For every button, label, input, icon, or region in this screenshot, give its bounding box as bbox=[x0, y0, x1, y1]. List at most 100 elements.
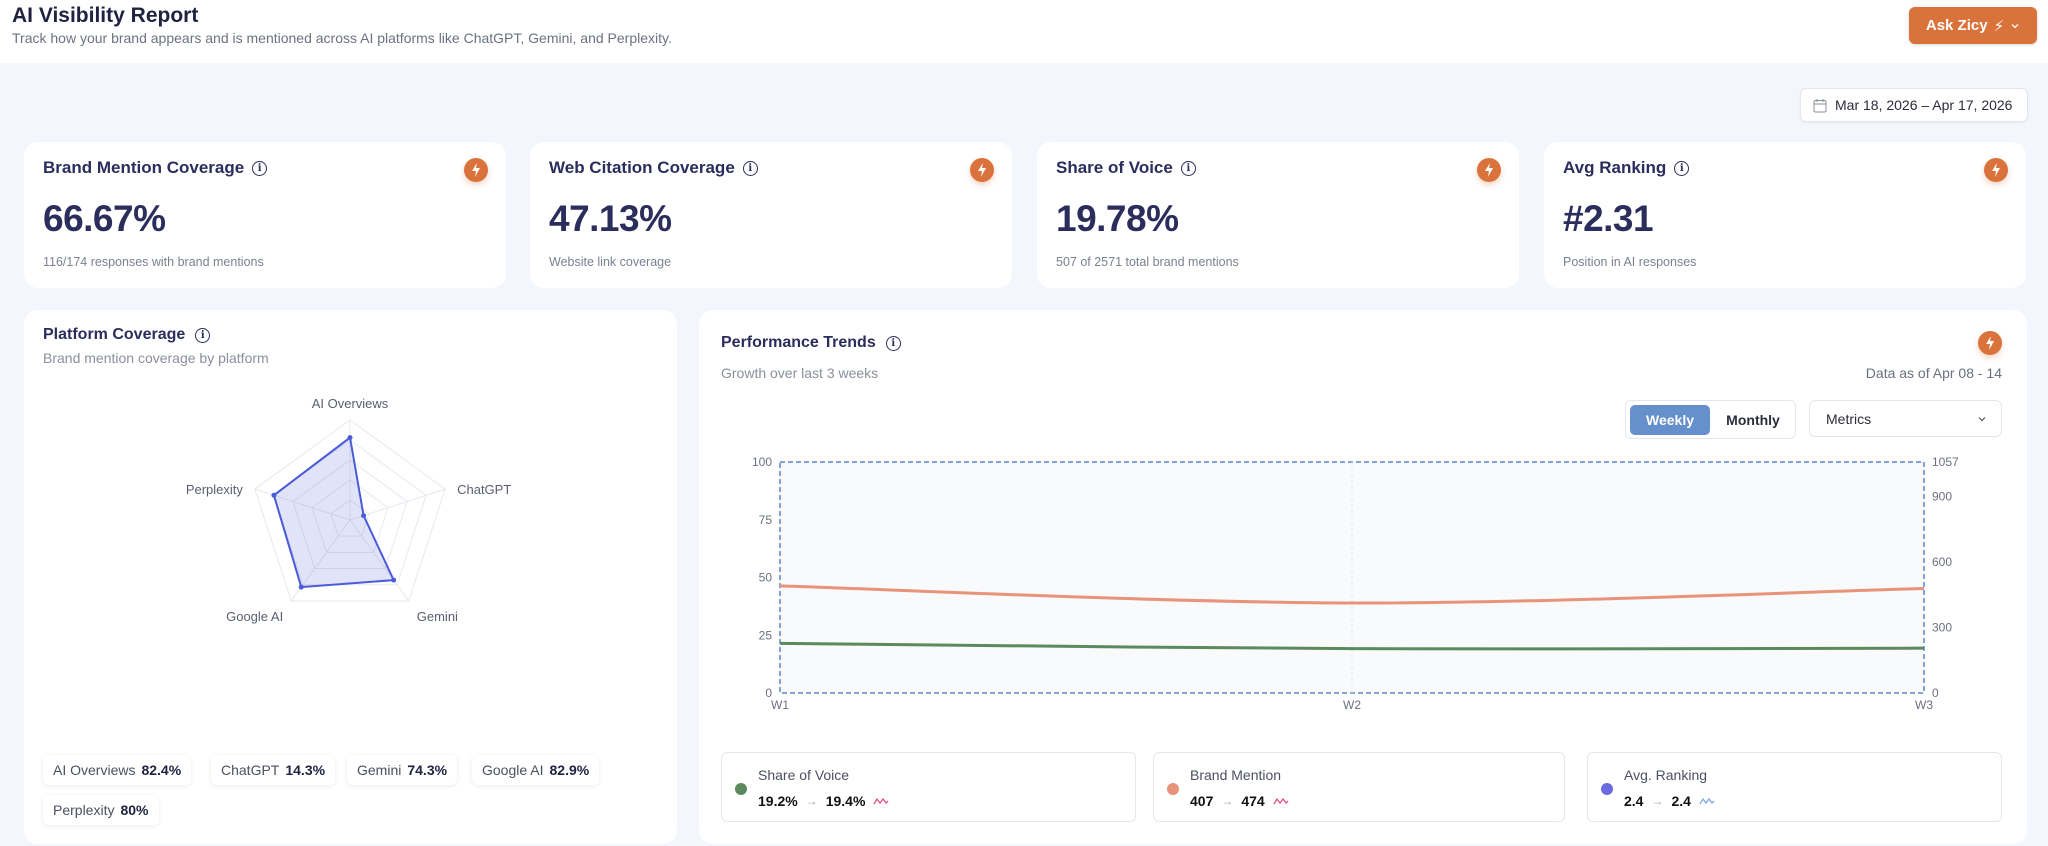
legend-card-share-of-voice[interactable]: Share of Voice 19.2% → 19.4% bbox=[721, 752, 1136, 822]
x-tick-label: W3 bbox=[1915, 698, 1933, 712]
radar-grid-ring bbox=[330, 499, 370, 537]
info-icon[interactable]: i bbox=[252, 160, 268, 176]
y-right-tick-label: 600 bbox=[1932, 555, 1952, 569]
performance-trends-title: Performance Trends i bbox=[721, 334, 901, 352]
date-range-picker[interactable]: Mar 18, 2026 – Apr 17, 2026 bbox=[1800, 88, 2028, 122]
y-right-tick-label: 900 bbox=[1932, 489, 1952, 503]
kpi-value: 47.13% bbox=[549, 198, 672, 239]
kpi-title: Share of Voice bbox=[1056, 158, 1173, 177]
radar-grid-ring bbox=[254, 419, 446, 602]
performance-title-text: Performance Trends bbox=[721, 334, 876, 351]
legend-label: Brand Mention bbox=[1190, 767, 1282, 783]
kpi-subtext: 116/174 responses with brand mentions bbox=[43, 255, 264, 269]
legend-from: 2.4 bbox=[1624, 793, 1644, 809]
legend-to: 2.4 bbox=[1671, 793, 1691, 809]
arrow-right-icon: → bbox=[1221, 794, 1234, 808]
chevron-down-icon bbox=[1978, 416, 1986, 421]
platform-coverage-title: Platform Coverage i bbox=[43, 326, 211, 344]
kpi-value: 19.78% bbox=[1056, 198, 1179, 239]
legend-label: Share of Voice bbox=[758, 767, 850, 783]
platform-pill-ai-overviews: AI Overviews 82.4% bbox=[43, 755, 192, 785]
y-left-tick-label: 0 bbox=[765, 686, 772, 700]
radar-axis-line bbox=[254, 488, 351, 521]
x-tick-label: W2 bbox=[1343, 698, 1361, 712]
pill-value: 80% bbox=[120, 802, 149, 818]
metrics-select[interactable]: Metrics bbox=[1809, 400, 2002, 437]
data-as-of: Data as of Apr 08 - 14 bbox=[1865, 365, 2002, 381]
radar-data-point bbox=[361, 513, 367, 519]
trend-sparkline-icon bbox=[1273, 797, 1289, 805]
weekly-tab[interactable]: Weekly bbox=[1630, 405, 1710, 435]
radar-axis-label: AI Overviews bbox=[312, 396, 389, 411]
platform-pill-google-ai: Google AI 82.9% bbox=[472, 755, 600, 785]
period-toggle: Weekly Monthly bbox=[1625, 400, 1796, 439]
radar-axis-label: Gemini bbox=[417, 609, 458, 624]
info-icon[interactable]: i bbox=[885, 335, 901, 351]
arrow-right-icon: → bbox=[805, 794, 818, 808]
page-subtitle: Track how your brand appears and is ment… bbox=[12, 30, 672, 46]
kpi-title: Avg Ranking bbox=[1563, 158, 1667, 177]
legend-from: 19.2% bbox=[758, 793, 798, 809]
info-icon[interactable]: i bbox=[1180, 160, 1196, 176]
kpi-title: Web Citation Coverage bbox=[549, 158, 735, 177]
lightning-icon[interactable] bbox=[464, 158, 488, 182]
platform-pill-gemini: Gemini 74.3% bbox=[347, 755, 458, 785]
y-right-tick-label: 300 bbox=[1932, 620, 1952, 634]
y-left-tick-label: 100 bbox=[752, 455, 772, 469]
performance-line-chart: 0 25 50 75 100 0 300 600 900 1057 W1 W2 W3 bbox=[752, 455, 1959, 712]
info-icon[interactable]: i bbox=[1674, 160, 1690, 176]
page-header bbox=[0, 0, 2048, 63]
info-icon[interactable]: i bbox=[742, 160, 758, 176]
kpi-card-share-of-voice: Share of Voice i 19.78% 507 of 2571 total… bbox=[1037, 142, 1519, 288]
radar-data-point bbox=[391, 577, 397, 583]
radar-grid-ring bbox=[292, 459, 408, 570]
radar-data-point bbox=[298, 584, 304, 590]
ask-zicy-button[interactable]: Ask Zicy ⚡︎ bbox=[1909, 7, 2037, 44]
pill-label: ChatGPT bbox=[221, 762, 280, 778]
platform-pill-chatgpt: ChatGPT 14.3% bbox=[211, 755, 336, 785]
platform-coverage-subtitle: Brand mention coverage by platform bbox=[43, 350, 269, 366]
date-range-label: Mar 18, 2026 – Apr 17, 2026 bbox=[1835, 97, 2013, 113]
calendar-icon bbox=[1813, 98, 1827, 112]
info-icon[interactable]: i bbox=[195, 327, 211, 343]
pill-value: 82.4% bbox=[141, 762, 182, 778]
legend-card-avg-ranking[interactable]: Avg. Ranking 2.4 → 2.4 bbox=[1587, 752, 2002, 822]
legend-dot bbox=[1167, 783, 1179, 795]
metrics-select-label: Metrics bbox=[1826, 410, 1872, 427]
lightning-icon[interactable] bbox=[1477, 158, 1501, 182]
arrow-right-icon: → bbox=[1651, 794, 1664, 808]
series-line-brand-mention bbox=[779, 584, 1925, 605]
pill-label: Perplexity bbox=[53, 802, 115, 818]
x-tick-label: W1 bbox=[771, 698, 789, 712]
pill-label: AI Overviews bbox=[53, 762, 136, 778]
legend-to: 474 bbox=[1241, 793, 1265, 809]
kpi-subtext: Website link coverage bbox=[549, 255, 672, 269]
ask-zicy-label: Ask Zicy bbox=[1925, 17, 1988, 34]
performance-subtitle: Growth over last 3 weeks bbox=[721, 365, 879, 381]
lightning-icon[interactable] bbox=[970, 158, 994, 182]
kpi-subtext: Position in AI responses bbox=[1563, 255, 1697, 269]
y-right-tick-label: 1057 bbox=[1932, 455, 1959, 469]
kpi-card-web-citation-coverage: Web Citation Coverage i 47.13% Website li… bbox=[530, 142, 1012, 288]
pill-label: Google AI bbox=[482, 762, 544, 778]
radar-axis-label: Google AI bbox=[226, 609, 283, 624]
radar-data-point bbox=[347, 435, 353, 441]
legend-card-brand-mention[interactable]: Brand Mention 407 → 474 bbox=[1153, 752, 1565, 822]
radar-axis-line bbox=[349, 519, 410, 602]
lightning-icon[interactable] bbox=[1984, 158, 2008, 182]
y-right-tick-label: 0 bbox=[1932, 686, 1939, 700]
legend-from: 407 bbox=[1190, 793, 1214, 809]
legend-dot bbox=[735, 783, 747, 795]
radar-data-point bbox=[271, 492, 277, 498]
kpi-card-avg-ranking: Avg Ranking i #2.31 Position in AI respon… bbox=[1544, 142, 2026, 288]
monthly-tab[interactable]: Monthly bbox=[1726, 412, 1780, 428]
page-title: AI Visibility Report bbox=[12, 4, 199, 27]
series-line-share-of-voice bbox=[779, 641, 1925, 651]
kpi-card-brand-mention-coverage: Brand Mention Coverage i 66.67% 116/174 r… bbox=[24, 142, 506, 288]
legend-dot bbox=[1601, 783, 1613, 795]
y-left-tick-label: 25 bbox=[759, 628, 773, 642]
radar-chart: AI Overviews ChatGPT Gemini Google AI Perple… bbox=[186, 396, 512, 624]
radar-data-area bbox=[272, 435, 396, 589]
lightning-icon[interactable] bbox=[1978, 331, 2002, 355]
platform-title-text: Platform Coverage bbox=[43, 326, 186, 343]
